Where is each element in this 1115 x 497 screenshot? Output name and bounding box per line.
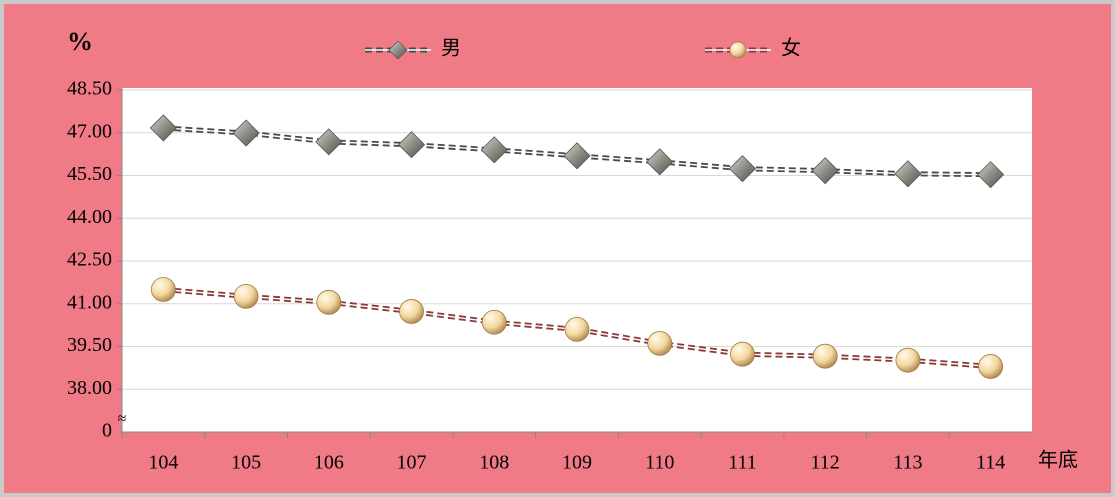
axis-break: ≈	[118, 411, 127, 428]
marker	[811, 157, 839, 185]
marker	[232, 119, 260, 147]
x-tick-label: 111	[728, 452, 757, 474]
marker	[977, 161, 1005, 189]
y-tick-label: 42.50	[67, 249, 112, 271]
marker	[149, 114, 177, 142]
marker	[564, 316, 590, 342]
x-tick-label: 110	[645, 452, 674, 474]
marker	[480, 136, 508, 164]
x-tick-label: 113	[893, 452, 922, 474]
x-tick-label: 109	[562, 452, 592, 474]
x-tick-label: 105	[231, 452, 261, 474]
x-tick-label: 106	[314, 452, 344, 474]
y-axis-label: %	[67, 27, 93, 56]
marker	[895, 347, 921, 373]
x-axis-label: 年底	[1038, 449, 1078, 472]
y-tick-label: 44.00	[67, 206, 112, 228]
legend-label: 女	[781, 37, 801, 60]
y-tick-label: 39.50	[67, 334, 112, 356]
y-tick-label: 47.00	[67, 120, 112, 142]
x-tick-label: 108	[479, 452, 509, 474]
marker	[397, 131, 426, 159]
marker	[647, 330, 673, 356]
marker	[812, 343, 838, 369]
legend-marker	[388, 40, 408, 60]
legend-label: 男	[441, 38, 461, 60]
x-tick-label: 104	[148, 452, 178, 474]
plot-area	[122, 88, 1032, 432]
marker	[315, 128, 343, 156]
marker	[730, 341, 755, 367]
y-tick-label: 38.00	[67, 377, 112, 399]
marker	[481, 309, 507, 335]
marker	[399, 299, 424, 324]
y-tick-label: 0	[102, 420, 112, 442]
x-tick-label: 114	[976, 452, 1005, 474]
marker	[316, 289, 342, 315]
y-tick-label: 45.50	[67, 163, 112, 185]
marker	[233, 283, 259, 309]
marker	[728, 155, 757, 183]
marker	[978, 354, 1004, 379]
marker	[894, 160, 922, 188]
x-tick-label: 112	[811, 452, 840, 474]
marker	[150, 277, 176, 302]
x-tick-label: 107	[397, 452, 427, 474]
legend-marker	[729, 41, 747, 59]
marker	[563, 142, 591, 170]
y-tick-label: 48.50	[67, 78, 112, 100]
marker	[646, 148, 674, 176]
y-tick-label: 41.00	[67, 291, 112, 313]
